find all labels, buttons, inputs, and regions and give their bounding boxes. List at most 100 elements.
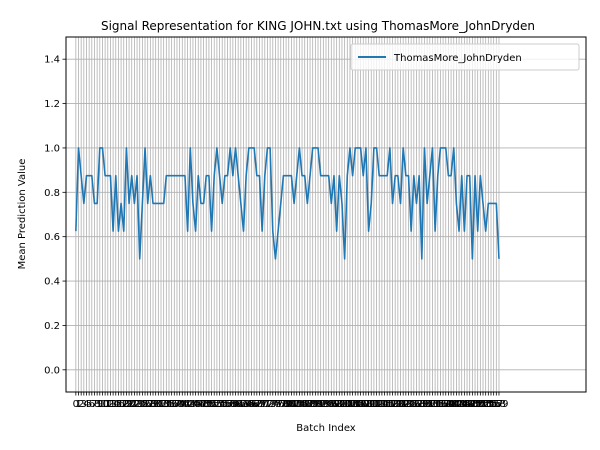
- x-tick-label: 62: [234, 399, 247, 410]
- x-tick-label: 101: [335, 399, 354, 410]
- x-tick-label: 109: [356, 399, 375, 410]
- x-gridlines: [75, 37, 500, 392]
- x-tick-label: 44: [187, 399, 200, 410]
- x-tick-label: 26: [139, 399, 152, 410]
- x-tick-label: 136: [428, 399, 447, 410]
- x-tick-label: 147: [457, 399, 476, 410]
- x-axis-ticks: 0123456789101112131415161718192021222324…: [73, 392, 509, 410]
- y-tick-label: 0.2: [44, 321, 60, 332]
- x-tick-label: 80: [282, 399, 295, 410]
- x-tick-label: 49: [200, 399, 213, 410]
- x-tick-label: 16: [112, 399, 125, 410]
- x-tick-label: 150: [465, 399, 484, 410]
- x-tick-label: 130: [412, 399, 431, 410]
- x-tick-label: 115: [372, 399, 391, 410]
- x-tick-label: 153: [473, 399, 492, 410]
- x-tick-label: 5: [86, 399, 92, 410]
- legend: ThomasMore_JohnDryden: [350, 43, 580, 71]
- x-tick-label: 159: [489, 399, 508, 410]
- x-tick-label: 43: [184, 399, 197, 410]
- x-tick-label: 95: [322, 399, 335, 410]
- y-axis-ticks: 0.0 0.2 0.4 0.6 0.8 1.0 1.2 1.4: [44, 55, 66, 376]
- x-tick-label: 82: [288, 399, 301, 410]
- y-tick-label: 0.4: [44, 277, 60, 288]
- x-tick-label: 56: [219, 399, 232, 410]
- x-tick-label: 45: [189, 399, 202, 410]
- x-tick-label: 107: [351, 399, 370, 410]
- x-tick-label: 119: [383, 399, 402, 410]
- x-tick-label: 72: [261, 399, 274, 410]
- x-tick-label: 120: [386, 399, 405, 410]
- x-tick-label: 32: [155, 399, 168, 410]
- x-tick-label: 128: [407, 399, 426, 410]
- x-tick-label: 64: [240, 399, 253, 410]
- x-tick-label: 22: [128, 399, 141, 410]
- x-tick-label: 46: [192, 399, 205, 410]
- x-tick-label: 129: [410, 399, 429, 410]
- x-tick-label: 121: [388, 399, 407, 410]
- x-tick-label: 21: [125, 399, 138, 410]
- x-tick-label: 38: [171, 399, 184, 410]
- x-tick-label: 134: [423, 399, 442, 410]
- x-tick-label: 63: [237, 399, 250, 410]
- x-tick-label: 135: [426, 399, 445, 410]
- x-tick-label: 28: [144, 399, 157, 410]
- x-tick-label: 23: [131, 399, 144, 410]
- x-tick-label: 19: [120, 399, 133, 410]
- x-tick-label: 102: [338, 399, 357, 410]
- x-tick-label: 91: [312, 399, 325, 410]
- x-tick-label: 11: [99, 399, 112, 410]
- x-tick-label: 148: [460, 399, 479, 410]
- x-tick-label: 37: [168, 399, 181, 410]
- x-tick-label: 138: [434, 399, 453, 410]
- x-tick-label: 104: [343, 399, 362, 410]
- x-tick-label: 69: [253, 399, 266, 410]
- x-tick-label: 55: [216, 399, 229, 410]
- x-tick-label: 137: [431, 399, 450, 410]
- x-tick-label: 88: [304, 399, 317, 410]
- x-tick-label: 111: [362, 399, 381, 410]
- x-tick-label: 124: [396, 399, 415, 410]
- y-axis-label: Mean Prediction Value: [17, 159, 28, 270]
- x-tick-label: 81: [285, 399, 298, 410]
- x-tick-label: 157: [484, 399, 503, 410]
- x-tick-label: 94: [320, 399, 333, 410]
- x-tick-label: 67: [248, 399, 261, 410]
- x-tick-label: 140: [439, 399, 458, 410]
- x-tick-label: 155: [479, 399, 498, 410]
- x-tick-label: 1: [75, 399, 81, 410]
- x-tick-label: 76: [272, 399, 285, 410]
- x-tick-label: 50: [203, 399, 216, 410]
- x-tick-label: 53: [211, 399, 224, 410]
- x-tick-label: 12: [101, 399, 114, 410]
- x-tick-label: 131: [415, 399, 434, 410]
- x-tick-label: 13: [104, 399, 117, 410]
- x-tick-label: 34: [160, 399, 173, 410]
- x-tick-label: 99: [333, 399, 346, 410]
- x-tick-label: 68: [250, 399, 263, 410]
- x-tick-label: 133: [420, 399, 439, 410]
- x-tick-label: 78: [277, 399, 290, 410]
- x-tick-label: 24: [133, 399, 146, 410]
- x-tick-label: 127: [404, 399, 423, 410]
- x-tick-label: 90: [309, 399, 322, 410]
- x-tick-label: 105: [346, 399, 365, 410]
- x-tick-label: 139: [436, 399, 455, 410]
- x-tick-label: 93: [317, 399, 330, 410]
- x-tick-label: 33: [157, 399, 170, 410]
- y-tick-label: 1.2: [44, 99, 60, 110]
- x-tick-label: 92: [314, 399, 327, 410]
- x-tick-label: 66: [245, 399, 258, 410]
- x-tick-label: 110: [359, 399, 378, 410]
- x-tick-label: 20: [123, 399, 136, 410]
- x-tick-label: 65: [242, 399, 255, 410]
- x-tick-label: 79: [280, 399, 293, 410]
- x-tick-label: 118: [380, 399, 399, 410]
- x-tick-label: 8: [94, 399, 100, 410]
- x-tick-label: 61: [232, 399, 245, 410]
- x-axis-label: Batch Index: [296, 423, 356, 434]
- y-tick-label: 0.6: [44, 232, 60, 243]
- x-tick-label: 57: [221, 399, 234, 410]
- x-tick-label: 41: [179, 399, 192, 410]
- x-tick-label: 146: [455, 399, 474, 410]
